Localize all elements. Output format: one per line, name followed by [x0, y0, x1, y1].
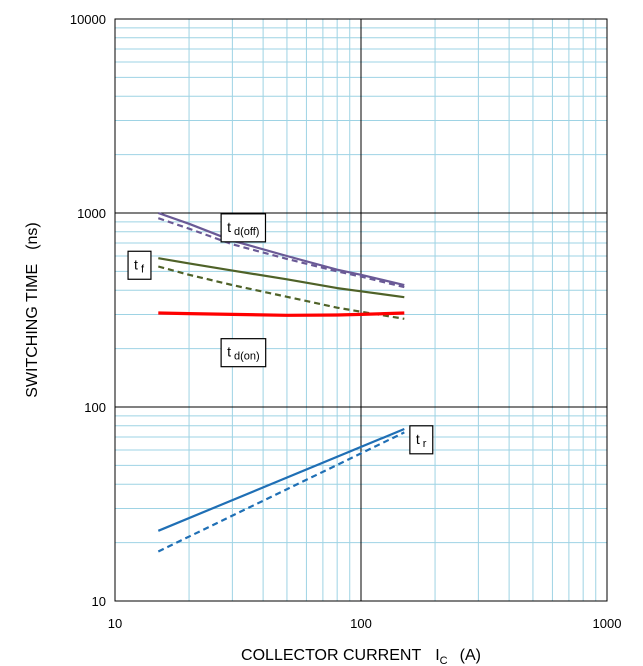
curve-label-box	[220, 213, 267, 243]
curve-label-text: t d(on)	[227, 344, 260, 363]
y-axis-label-unit: (ns)	[24, 222, 41, 250]
x-axis-label-symbol: I	[435, 647, 439, 664]
y-tick-label: 1000	[77, 206, 106, 221]
curve-label-subscript: d(off)	[234, 226, 259, 238]
x-tick-label: 1000	[593, 616, 622, 631]
curve-label-box	[409, 425, 434, 455]
curve-label-text: t d(off)	[227, 219, 259, 238]
x-tick-label: 100	[350, 616, 372, 631]
series-line-t-f-solid	[158, 257, 405, 299]
curve-label-t-doff: t d(off)	[220, 213, 267, 243]
series-line-t-f-dashed	[158, 265, 405, 320]
curve-labels: t d(off)t ft d(on)t r	[127, 213, 434, 455]
curve-label-base: t	[227, 219, 231, 235]
curve-label-base: t	[134, 256, 138, 272]
plot-frame	[114, 18, 608, 602]
x-axis-label-unit: (A)	[460, 647, 481, 664]
series-line-t-r-dashed	[157, 431, 405, 553]
y-tick-label: 10	[92, 594, 106, 609]
curve-label-subscript: f	[141, 263, 145, 275]
curve-label-box	[127, 250, 152, 280]
series-line-t-d-off-dashed	[157, 217, 405, 289]
series-line-t-d-off-solid	[157, 211, 405, 287]
x-axis-label-symbol-sub: C	[440, 655, 448, 666]
curve-label-base: t	[416, 431, 420, 447]
y-tick-label: 100	[84, 400, 106, 415]
x-axis-label: COLLECTOR CURRENT IC (A)	[241, 647, 481, 666]
x-tick-label: 10	[108, 616, 122, 631]
y-axis-label: SWITCHING TIME (ns)	[24, 222, 41, 397]
curve-label-subscript: r	[423, 438, 427, 450]
curve-label-t-don: t d(on)	[220, 338, 267, 368]
curve-label-box	[220, 338, 267, 368]
curve-label-subscript: d(on)	[234, 351, 260, 363]
series-lines	[157, 211, 405, 553]
x-axis-label-main: COLLECTOR CURRENT	[241, 647, 421, 664]
tick-labels: 10 100 1000 10 100 1000 10000	[70, 12, 622, 631]
major-gridlines	[115, 19, 607, 601]
series-line-t-r-solid	[157, 427, 405, 532]
series-line-t-d-on-solid	[158, 311, 405, 317]
curve-label-base: t	[227, 344, 231, 360]
y-tick-label: 10000	[70, 12, 106, 27]
y-axis-label-main: SWITCHING TIME	[24, 264, 41, 398]
